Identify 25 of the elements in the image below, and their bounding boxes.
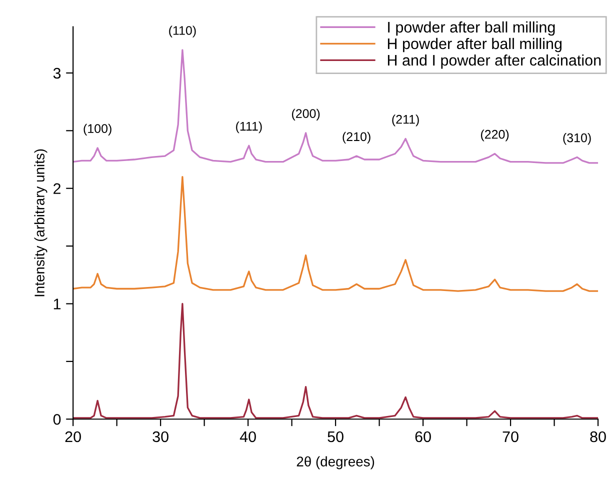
y-axis-title: Intensity (arbitrary units) xyxy=(34,149,48,296)
annotation: (110) xyxy=(169,26,196,38)
line-series xyxy=(73,176,598,292)
x-tick-label: 40 xyxy=(240,431,256,442)
y-tick-label: 3 xyxy=(53,68,61,79)
annotation: (100) xyxy=(84,124,112,136)
x-tick-label: 80 xyxy=(590,431,606,442)
annotation: (210) xyxy=(342,132,370,144)
annotation: (111) xyxy=(236,122,262,134)
x-tick-label: 20 xyxy=(65,431,81,442)
annotation: (220) xyxy=(480,130,509,142)
annotation: (211) xyxy=(392,114,419,126)
legend-label: I powder after ball milling xyxy=(388,21,555,36)
y-tick-label: 1 xyxy=(54,298,61,310)
legend-label: H and I powder after calcination xyxy=(388,54,601,69)
x-tick-label: 30 xyxy=(152,431,168,442)
annotation: (200) xyxy=(292,108,320,120)
annotation: (310) xyxy=(563,133,591,145)
x-tick-label: 50 xyxy=(328,431,344,442)
x-tick-label: 60 xyxy=(415,431,431,442)
y-tick-label: 0 xyxy=(53,414,61,425)
y-tick-label: 2 xyxy=(54,183,60,194)
x-tick-label: 70 xyxy=(502,431,518,442)
x-axis-title: 2θ (degrees) xyxy=(296,456,374,470)
legend-label: H powder after ball milling xyxy=(388,38,562,52)
